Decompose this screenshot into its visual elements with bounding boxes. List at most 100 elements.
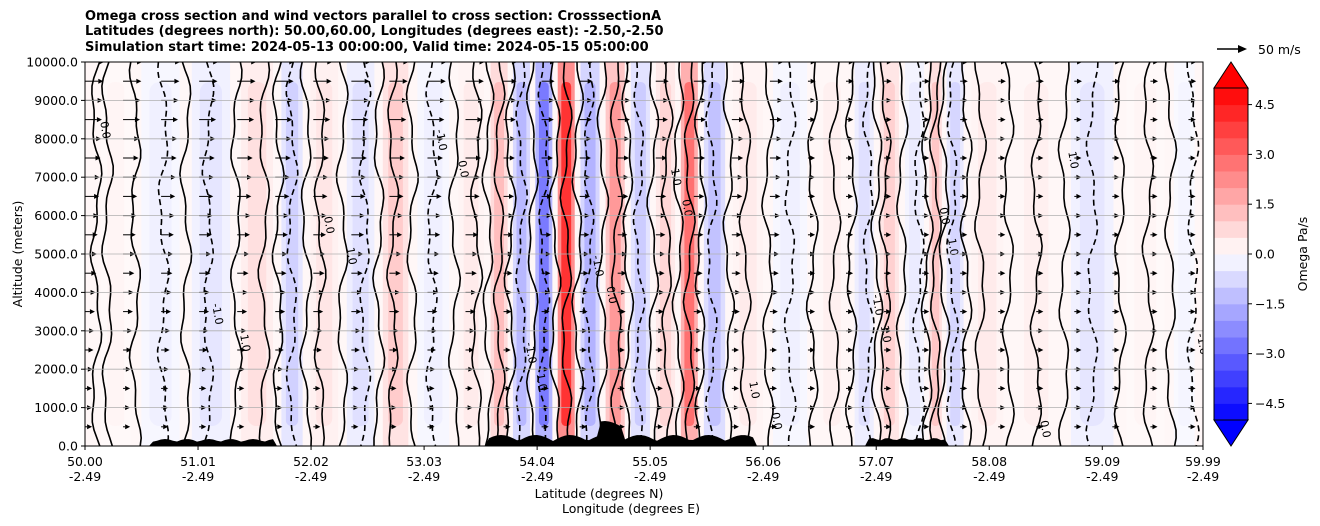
wind-vector-head [962,424,968,430]
wind-vector-head [1076,309,1082,315]
wind-vector-head [356,309,362,315]
wind-vector-head [511,62,517,65]
wind-vector-head [469,347,475,353]
y-tick-label: 8000.0 [34,131,78,146]
contour-label: 0.0 [455,159,471,178]
wind-vector-head [886,232,892,238]
wind-vector-head [507,270,513,276]
terrain-mask [85,421,1203,446]
colorbar-segment [1214,287,1248,305]
wind-vector-head [733,385,739,391]
x-tick-label-lon: -2.49 [634,469,666,484]
wind-vector-head [126,347,132,353]
wind-vector-head [810,385,816,391]
wind-vector-head [543,347,549,353]
wind-vector-head [810,270,816,276]
x-tick-label-lon: -2.49 [182,469,214,484]
wind-vector-head [1038,347,1044,353]
colorbar: 4.5 3.0 1.5 0.0 −1.5 −3.0 −4.5 [1213,61,1285,447]
wind-vector-head [1000,424,1006,430]
wind-vector-head [740,62,746,65]
wind-vector-head [776,155,782,161]
wind-vector-head [1000,385,1006,391]
wind-vector-head [1000,347,1006,353]
wind-vector-head [924,62,930,65]
wind-vector-head [1000,78,1006,84]
wind-vector-head [510,117,516,123]
wind-vector-head [474,193,480,199]
wind-vector-head [1000,309,1006,315]
wind-vector-head [1076,78,1082,84]
wind-vector-head [659,270,665,276]
wind-vector-head [478,78,484,84]
contour-label: 0.0 [321,215,337,234]
wind-vector-head [620,309,626,315]
wind-vector-head [1190,309,1196,315]
x-tick-label-lon: -2.49 [973,469,1005,484]
wind-vector-head [738,117,744,123]
wind-vector-head [696,309,702,315]
wind-vector-head [848,78,854,84]
colorbar-segment [1214,237,1248,255]
wind-vector-head [440,78,446,84]
contour-label: -1.0 [1194,332,1211,355]
wind-vector-head [662,117,668,123]
wind-vector-head [737,193,743,199]
wind-vector-head [619,347,625,353]
wind-vector-head [506,309,512,315]
wind-vector-head [697,270,703,276]
wind-vector-head [588,62,594,65]
wind-vector-head [962,62,968,65]
wind-vector-head [289,62,295,65]
wind-vector-head [848,155,854,161]
wind-vector-head [87,385,93,391]
colorbar-segment [1214,337,1248,355]
wind-vector-head [1038,78,1044,84]
colorbar-segment [1214,137,1248,155]
colorbar-segment [1214,320,1248,338]
wind-vector-head [1152,270,1158,276]
wind-vector-head [429,424,435,430]
wind-vector-head [281,270,287,276]
wind-vector-head [924,347,930,353]
wind-vector-head [244,232,250,238]
x-tick-label-lat: 58.08 [971,454,1007,469]
wind-vector-head [505,385,511,391]
wind-vector-head [658,309,664,315]
wind-vector-head [287,117,293,123]
wind-vector-head [543,424,549,430]
wind-vector-head [1076,385,1082,391]
wind-vector-head [326,78,332,84]
wind-vector-head [924,193,930,199]
wind-vector-head [509,193,515,199]
wind-vector-head [430,347,436,353]
wind-vector-head [359,232,365,238]
wind-vector-head [439,117,445,123]
wind-vector-head [739,78,745,84]
wind-vector-head [586,117,592,123]
wind-vector-head [848,309,854,315]
wind-vector-head [772,309,778,315]
wind-vector-head [327,62,333,65]
y-tick-label: 10000.0 [26,55,78,70]
x-tick-label-lon: -2.49 [295,469,327,484]
wind-vector-head [924,232,930,238]
contour-label: 1.0 [343,246,359,265]
wind-vector-head [1000,270,1006,276]
wind-vector-head [1114,347,1120,353]
wind-vector-head [550,62,556,65]
x-tick-label-lon: -2.49 [860,469,892,484]
x-tick-label-lat: 54.04 [519,454,555,469]
x-tick-label-lon: -2.49 [747,469,779,484]
colorbar-tick-label: 0.0 [1255,247,1275,262]
contour-label: 1.0 [1065,150,1081,169]
wind-vector-head [363,117,369,123]
colorbar-tick-label: 1.5 [1255,197,1275,212]
wind-vector-head [479,62,485,65]
wind-vector-head [547,193,553,199]
wind-vector-head [810,193,816,199]
x-tick-label-lon: -2.49 [69,469,101,484]
wind-vector-head [168,232,174,238]
wind-vector-head [209,155,215,161]
wind-vector-head [250,78,256,84]
